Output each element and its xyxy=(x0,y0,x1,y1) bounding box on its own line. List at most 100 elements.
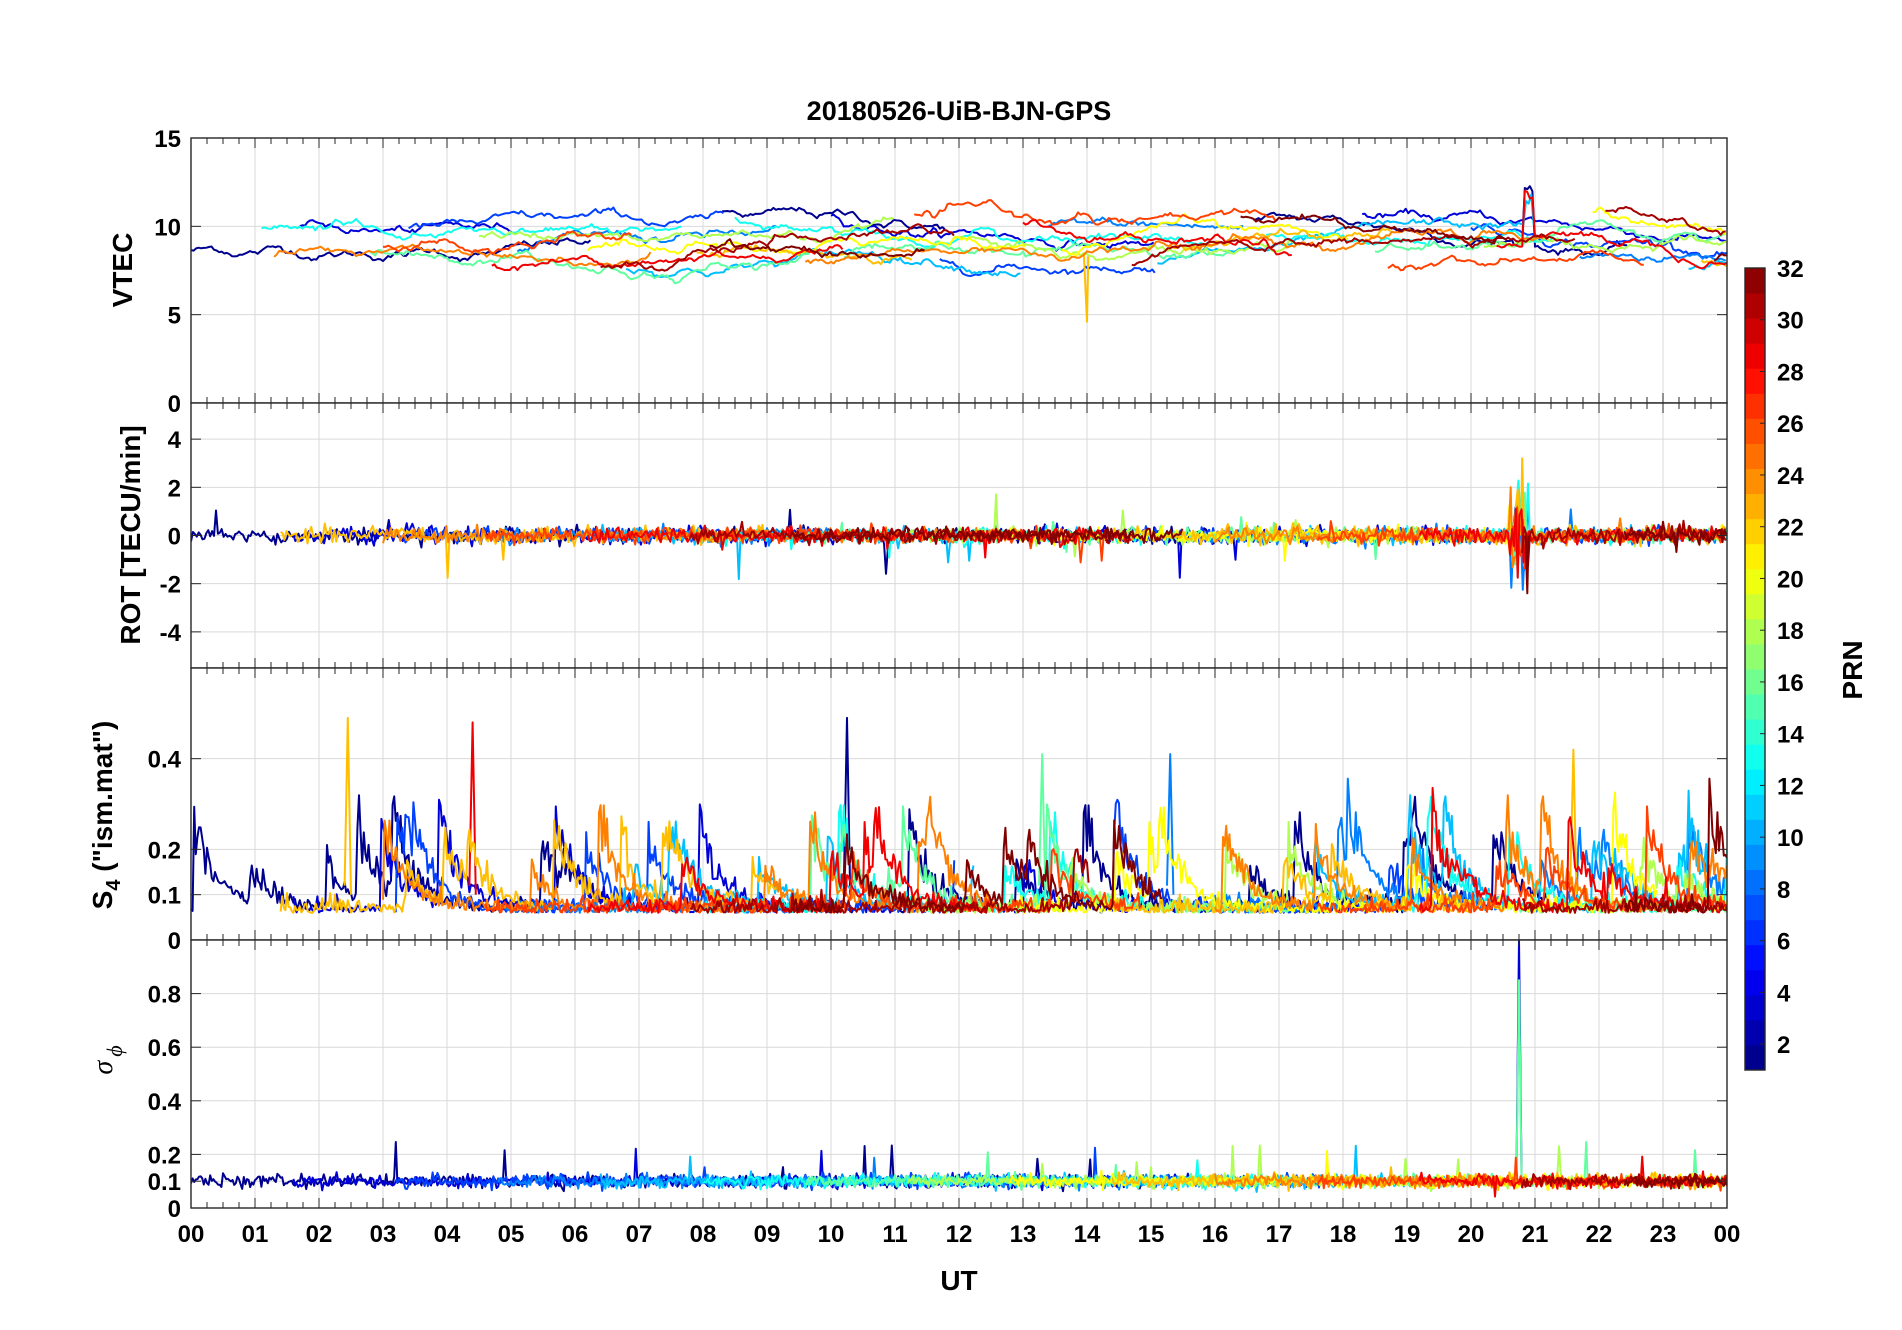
x-tick-label: 14 xyxy=(1074,1221,1101,1248)
vtec-series-line xyxy=(600,223,955,272)
vtec-series-line xyxy=(1131,233,1576,267)
vtec-series-line xyxy=(951,235,1301,262)
colorbar-segment xyxy=(1745,744,1765,770)
rot-ytick-label: 4 xyxy=(168,427,182,454)
colorbar-segment xyxy=(1745,794,1765,820)
vtec-series-line xyxy=(1060,213,1349,257)
colorbar-segment xyxy=(1745,1019,1765,1046)
vtec-ytick-label: 0 xyxy=(168,391,181,418)
vtec-series-line xyxy=(369,249,812,285)
x-tick-label: 07 xyxy=(626,1221,653,1248)
vtec-ylabel: VTEC xyxy=(107,233,138,308)
vtec-series-line xyxy=(709,238,925,259)
x-tick-label: 10 xyxy=(818,1221,845,1248)
x-tick-label: 00 xyxy=(1714,1221,1741,1248)
s4-series-line xyxy=(343,716,352,895)
s4-series-line xyxy=(689,848,1090,914)
sigma_phi-series-line xyxy=(1316,1156,1727,1192)
colorbar-segment xyxy=(1745,543,1765,570)
vtec-series-line xyxy=(273,243,652,267)
x-tick-label: 05 xyxy=(498,1221,525,1248)
colorbar-segment xyxy=(1745,268,1765,294)
colorbar-tick-label: 30 xyxy=(1777,308,1804,335)
vtec-series-line xyxy=(299,219,513,234)
x-tick-label: 01 xyxy=(242,1221,269,1248)
x-tick-label: 15 xyxy=(1138,1221,1165,1248)
x-tick-label: 22 xyxy=(1586,1221,1613,1248)
colorbar-tick-label: 14 xyxy=(1777,722,1804,749)
vtec-series-line xyxy=(1240,213,1508,245)
s4-series-group xyxy=(191,716,1727,914)
vtec-series-line xyxy=(734,216,1212,250)
chart-title: 20180526-UiB-BJN-GPS xyxy=(807,96,1112,126)
vtec-series-line xyxy=(1048,216,1244,230)
colorbar-segment xyxy=(1745,343,1765,369)
colorbar-tick-label: 26 xyxy=(1777,411,1804,438)
colorbar-frame xyxy=(1744,267,1766,1071)
colorbar-segment xyxy=(1745,719,1765,745)
colorbar-tick-label: 32 xyxy=(1777,256,1804,283)
sigma_phi-series-group xyxy=(191,940,1727,1198)
vtec-ytick-label: 10 xyxy=(154,214,181,241)
x-axis-label: UT xyxy=(940,1265,977,1296)
s4-series-line xyxy=(1522,893,1727,914)
x-tick-label: 19 xyxy=(1394,1221,1421,1248)
colorbar-segment xyxy=(1745,994,1765,1021)
vtec-series-line xyxy=(191,237,592,263)
colorbar-segment xyxy=(1745,443,1765,469)
colorbar-segment xyxy=(1745,418,1765,444)
rot-ylabel: ROT [TECU/min] xyxy=(115,425,146,644)
x-tick-label: 16 xyxy=(1202,1221,1229,1248)
vtec-series-line xyxy=(491,244,844,272)
panel-rot: -4 -2 0 2 4 xyxy=(160,402,1728,669)
rot-series-line xyxy=(1623,520,1727,553)
s4-ylabel: S4 ("ism.mat") xyxy=(87,721,125,910)
rot-series-line xyxy=(1524,535,1530,595)
colorbar-segment xyxy=(1745,1044,1765,1071)
colorbar-segment xyxy=(1745,844,1765,870)
sigma_phi-ytick-label: 0.4 xyxy=(148,1089,182,1116)
sigma-ylabel: σϕ xyxy=(88,1045,127,1074)
vtec-series-group xyxy=(191,185,1727,323)
x-tick-label: 17 xyxy=(1266,1221,1293,1248)
colorbar-tick-label: 2 xyxy=(1777,1032,1790,1059)
colorbar-segment xyxy=(1745,643,1765,670)
colorbar-segment xyxy=(1745,393,1765,419)
colorbar-tick-label: 8 xyxy=(1777,877,1790,904)
colorbar-tick-label: 16 xyxy=(1777,670,1804,697)
vtec-series-line xyxy=(1082,252,1090,323)
rot-ytick-label: 2 xyxy=(168,475,181,502)
s4-ylabel-sub: 4 xyxy=(103,879,125,891)
colorbar-segment xyxy=(1745,969,1765,996)
vtec-series-line xyxy=(1579,252,1727,263)
panel-s4: 0.1 0.2 0.4 0 xyxy=(148,667,1728,955)
colorbar-segment xyxy=(1745,518,1765,545)
s4-ylabel-rest: ("ism.mat") xyxy=(87,721,118,880)
s4-series-line xyxy=(1623,777,1727,914)
s4-ytick-label: 0.2 xyxy=(148,837,181,864)
s4-ylabel-main: S xyxy=(87,891,118,910)
colorbar-segment xyxy=(1745,368,1765,394)
colorbar-tick-label: 28 xyxy=(1777,359,1804,386)
x-tick-label: 08 xyxy=(690,1221,717,1248)
sigma_phi-series-line xyxy=(1515,979,1523,1182)
x-tick-label: 06 xyxy=(562,1221,589,1248)
colorbar-segment xyxy=(1745,944,1765,971)
s4-ytick-label: 0.1 xyxy=(148,883,181,910)
vtec-ytick-label: 15 xyxy=(154,126,181,153)
x-tick-labels: 00 01 02 03 04 05 06 07 08 09 10 11 12 13 14 15 16 17 18 19… xyxy=(178,1221,1741,1248)
vtec-series-line xyxy=(1713,253,1727,262)
vtec-series-line xyxy=(478,216,895,243)
colorbar-segment xyxy=(1745,894,1765,921)
sigma_phi-ytick-label: 0.1 xyxy=(148,1169,181,1196)
colorbar-label: PRN xyxy=(1837,640,1868,699)
s4-ytick-label: 0.4 xyxy=(148,747,182,774)
vtec-series-line xyxy=(1253,185,1628,257)
x-tick-label: 00 xyxy=(178,1221,205,1248)
x-tick-label: 23 xyxy=(1650,1221,1677,1248)
sigma_phi-ytick-label: 0.6 xyxy=(148,1035,181,1062)
colorbar-tick-label: 12 xyxy=(1777,773,1804,800)
vtec-series-line xyxy=(1022,219,1292,257)
x-tick-label: 21 xyxy=(1522,1221,1549,1248)
